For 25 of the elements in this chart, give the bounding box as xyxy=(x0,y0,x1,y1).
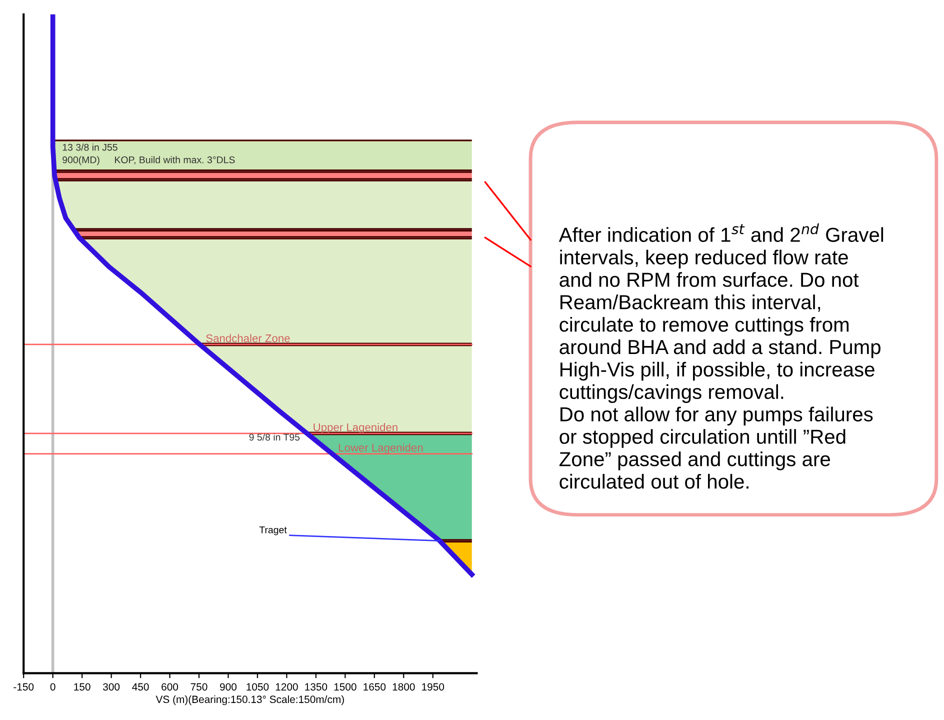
x-tick-label: 1500 xyxy=(334,683,356,691)
x-tick-label: 600 xyxy=(162,683,178,691)
x-tick-label: 1050 xyxy=(246,683,269,691)
x-axis-title: VS (m)(Bearing:150.13° Scale:150m/cm) xyxy=(156,695,344,706)
x-tick-label: 1650 xyxy=(364,683,386,691)
x-tick-label: 1950 xyxy=(422,683,444,691)
x-tick-label: 750 xyxy=(190,683,208,691)
x-tick-label: 1200 xyxy=(276,683,298,691)
annotation: 900(MD) xyxy=(62,156,100,166)
ref-line-label: Sandchaler Zone xyxy=(206,334,290,342)
x-tick-label: 1800 xyxy=(392,683,415,691)
annotation: 9 5/8 in T95 xyxy=(249,433,300,441)
annotation: KOP, Build with max. 3°DLS xyxy=(115,156,235,164)
annotation: Traget xyxy=(259,526,287,536)
text: After indication of 1$^{st}$ and 2$^{nd}$ Gravel intervals, keep reduced flow rate and no RPM from surface. Do not Ream/Backream this interval, circulate to remove cuttings from around BHA and add a stand. Pump High-Vis pill, if possible, to increase cuttings/cavings removal. Do not allow for any pumps failures or stopped circulation untill ”Red Zone” passed and cuttings are circulated out of hole. xyxy=(558,223,884,489)
x-tick-label: 300 xyxy=(103,683,120,691)
x-tick-label: 1350 xyxy=(305,683,328,691)
annotation: 13 3/8 in J55 xyxy=(62,144,118,151)
x-tick-label: 0 xyxy=(50,683,56,691)
x-tick-label: 150 xyxy=(74,683,90,691)
x-tick-label: 450 xyxy=(132,683,149,691)
x-tick-label: 900 xyxy=(220,683,237,691)
ref-line-label: Lower Lageniden xyxy=(338,443,423,454)
x-tick-label: -150 xyxy=(14,683,34,691)
ref-line-label: Upper Lageniden xyxy=(314,423,398,434)
